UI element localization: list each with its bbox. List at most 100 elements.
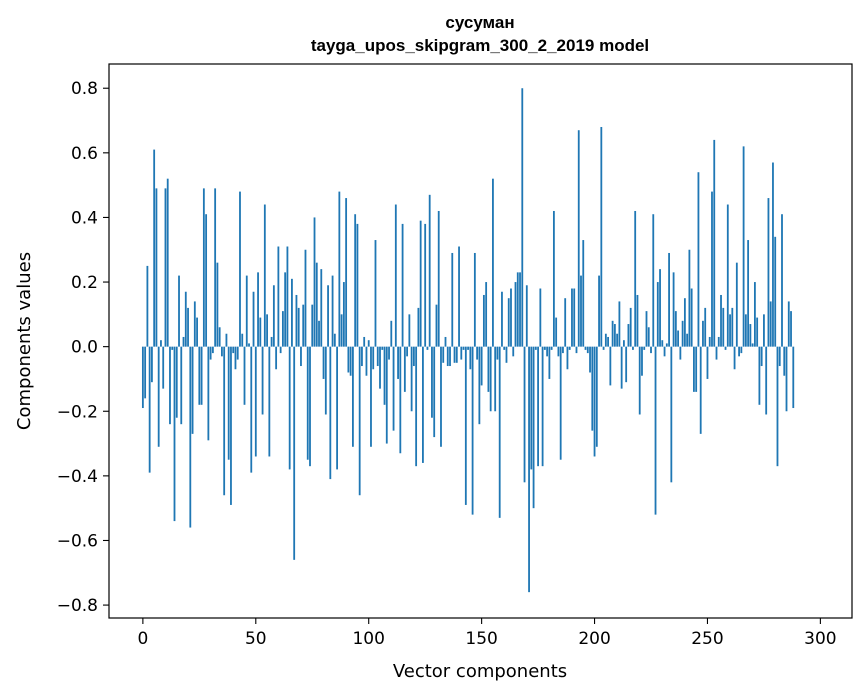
bar-41 [234, 346, 237, 370]
bar-78 [318, 320, 320, 347]
bar-101 [370, 346, 372, 447]
y-tick-label: 0.6 [71, 144, 98, 164]
bar-30 [209, 346, 212, 360]
bar-122 [417, 307, 420, 347]
bar-253 [713, 139, 716, 347]
bar-88 [340, 314, 343, 347]
bar-187 [564, 298, 567, 347]
bar-175 [537, 346, 539, 467]
bar-279 [772, 162, 774, 347]
bar-287 [790, 311, 792, 347]
bar-102 [372, 346, 375, 370]
bar-265 [740, 346, 743, 354]
bar-166 [516, 272, 519, 347]
bar-57 [270, 336, 273, 347]
bar-69 [297, 307, 300, 347]
bar-12 [169, 346, 171, 425]
bar-216 [629, 307, 632, 347]
y-tick-label: −0.8 [57, 596, 98, 616]
bar-204 [602, 346, 605, 350]
bar-28 [205, 214, 208, 347]
bar-13 [171, 346, 174, 350]
bar-278 [769, 301, 772, 347]
bar-159 [501, 291, 503, 347]
bar-227 [654, 346, 657, 515]
bar-202 [598, 275, 600, 347]
bar-245 [695, 346, 698, 392]
x-axis-label: Vector components [393, 661, 567, 682]
bar-157 [496, 346, 499, 360]
bar-110 [390, 320, 393, 347]
bar-35 [221, 346, 223, 357]
bar-74 [309, 346, 311, 467]
bar-231 [663, 346, 666, 357]
bar-108 [385, 346, 388, 444]
bars-group [141, 88, 795, 593]
bar-266 [742, 146, 745, 347]
bar-160 [503, 346, 506, 350]
bar-130 [435, 304, 438, 347]
bar-169 [523, 346, 526, 483]
bar-120 [412, 346, 415, 367]
bar-148 [476, 346, 479, 360]
bar-104 [376, 346, 379, 367]
bar-186 [562, 346, 564, 354]
bar-97 [361, 346, 363, 367]
bar-267 [744, 314, 747, 347]
bar-152 [485, 282, 488, 347]
bar-276 [765, 346, 768, 415]
bar-165 [514, 282, 517, 347]
bar-246 [697, 172, 700, 347]
bar-75 [311, 304, 314, 347]
bar-205 [604, 333, 607, 347]
bar-280 [774, 236, 777, 347]
bar-22 [191, 346, 194, 434]
bar-82 [327, 285, 329, 347]
bar-282 [778, 346, 781, 367]
bar-100 [367, 340, 370, 347]
bar-226 [652, 214, 655, 347]
bar-106 [381, 346, 384, 350]
bar-200 [593, 346, 596, 457]
bar-52 [259, 317, 262, 347]
bar-201 [595, 346, 598, 447]
bar-135 [446, 346, 449, 367]
bar-66 [291, 278, 293, 347]
bar-37 [225, 333, 228, 347]
bar-126 [426, 346, 429, 350]
bar-139 [455, 346, 458, 363]
x-tick-label: 150 [465, 629, 497, 649]
bar-109 [388, 346, 390, 360]
bar-144 [467, 346, 469, 350]
bar-58 [272, 285, 275, 347]
bar-117 [406, 346, 409, 357]
bar-251 [708, 336, 711, 347]
bar-225 [650, 346, 652, 354]
bar-56 [268, 346, 271, 457]
bar-103 [374, 240, 377, 347]
bar-250 [706, 346, 709, 379]
bar-199 [591, 346, 594, 431]
bar-38 [227, 346, 230, 460]
bar-188 [566, 346, 569, 370]
bar-177 [541, 346, 544, 467]
bar-96 [358, 346, 361, 496]
bar-86 [336, 346, 338, 470]
bar-8 [160, 340, 162, 347]
y-tick-label: −0.2 [57, 402, 98, 422]
chart-title-line-1: сусуман [445, 13, 514, 32]
bar-72 [304, 249, 307, 347]
bar-218 [634, 210, 637, 347]
x-tick-label: 100 [352, 629, 384, 649]
bar-138 [453, 346, 456, 363]
bar-24 [196, 317, 198, 347]
bar-48 [250, 346, 253, 473]
bar-158 [498, 346, 501, 518]
y-tick-label: −0.4 [57, 467, 98, 487]
bar-214 [625, 346, 628, 383]
bar-181 [550, 346, 553, 350]
bar-59 [275, 346, 278, 370]
bar-263 [735, 262, 738, 347]
bar-162 [507, 298, 510, 347]
bar-272 [756, 317, 759, 347]
